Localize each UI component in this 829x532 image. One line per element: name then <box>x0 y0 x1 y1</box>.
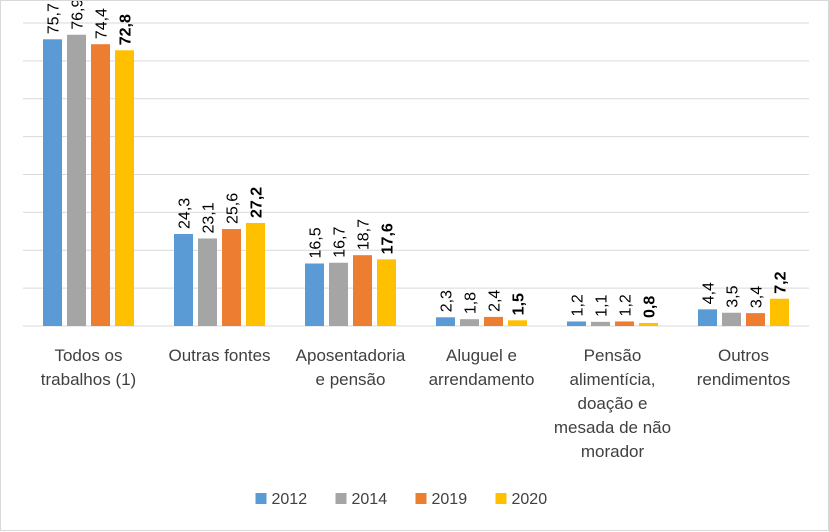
data-label-2014: 1,8 <box>463 292 480 314</box>
data-label-2012: 24,3 <box>177 198 194 229</box>
bar-2014 <box>722 312 741 326</box>
category-label: Aluguel e <box>446 346 517 365</box>
category-label: Outros <box>718 346 769 365</box>
legend-swatch-2012 <box>255 493 267 504</box>
category-label: alimentícia, <box>570 370 656 389</box>
bar-2019 <box>615 321 634 326</box>
bar-2012 <box>174 233 193 326</box>
data-label-2019: 2,4 <box>487 290 504 312</box>
data-label-2020: 27,2 <box>249 187 266 218</box>
data-labels: 75,7 76,9 74,4 72,8 24,3 23,1 25,6 27,2 16,5 16,7… <box>46 1 790 318</box>
category-label: Todos os <box>54 346 122 365</box>
category-label: doação e <box>578 394 648 413</box>
bar-2014 <box>591 321 610 326</box>
data-label-2019: 74,4 <box>94 8 111 39</box>
legend-label-2012: 2012 <box>272 491 308 508</box>
bar-2019 <box>484 316 503 326</box>
category-label: trabalhos (1) <box>41 370 136 389</box>
data-label-2012: 1,2 <box>570 294 587 316</box>
bar-2012 <box>43 39 62 326</box>
data-label-2020: 0,8 <box>642 296 659 318</box>
data-label-2020: 72,8 <box>118 14 135 45</box>
bar-2012 <box>567 321 586 326</box>
data-label-2019: 3,4 <box>749 286 766 308</box>
bar-2019 <box>746 313 765 326</box>
category-label: morador <box>581 442 645 461</box>
legend-swatch-2020 <box>495 493 507 504</box>
legend-label-2019: 2019 <box>432 491 468 508</box>
bar-2014 <box>460 319 479 326</box>
bar-2014 <box>329 262 348 326</box>
category-labels: Todos os trabalhos (1) Outras fontes Aposen… <box>41 346 791 461</box>
bar-2019 <box>222 229 241 326</box>
data-label-2019: 25,6 <box>225 193 242 224</box>
bar-2014 <box>198 238 217 326</box>
category-label: Pensão <box>584 346 642 365</box>
category-label: arrendamento <box>429 370 535 389</box>
bar-2019 <box>91 44 110 327</box>
bar-2020 <box>639 322 658 326</box>
data-label-2012: 75,7 <box>46 3 63 34</box>
data-label-2012: 16,5 <box>308 227 325 258</box>
data-label-2020: 1,5 <box>511 293 528 315</box>
data-label-2020: 7,2 <box>773 271 790 293</box>
data-label-2014: 23,1 <box>201 202 218 233</box>
category-label: mesada de não <box>554 418 671 437</box>
legend: 2012 2014 2019 2020 <box>255 491 548 508</box>
data-label-2014: 3,5 <box>725 285 742 307</box>
data-label-2020: 17,6 <box>380 223 397 254</box>
data-label-2019: 1,2 <box>618 294 635 316</box>
data-label-2012: 4,4 <box>701 282 718 304</box>
category-label: Outras fontes <box>168 346 270 365</box>
data-label-2019: 18,7 <box>356 219 373 250</box>
bar-2012 <box>436 317 455 326</box>
category-label: Aposentadoria <box>296 346 406 365</box>
legend-swatch-2019 <box>415 493 427 504</box>
data-label-2012: 2,3 <box>439 290 456 312</box>
bar-2012 <box>698 309 717 326</box>
legend-label-2014: 2014 <box>352 491 388 508</box>
data-label-2014: 16,7 <box>332 227 349 258</box>
bar-2014 <box>67 34 86 327</box>
gridlines <box>23 22 809 327</box>
bar-2020 <box>770 298 789 326</box>
bar-2012 <box>305 263 324 326</box>
data-label-2014: 76,9 <box>70 1 87 30</box>
bars <box>43 34 789 327</box>
bar-2020 <box>508 320 527 326</box>
category-label: e pensão <box>316 370 386 389</box>
bar-2020 <box>246 222 265 326</box>
legend-label-2020: 2020 <box>512 491 548 508</box>
bar-2019 <box>353 255 372 326</box>
data-label-2014: 1,1 <box>594 294 611 316</box>
legend-swatch-2014 <box>335 493 347 504</box>
category-label: rendimentos <box>697 370 791 389</box>
bar-2020 <box>377 259 396 326</box>
bar-2020 <box>115 50 134 327</box>
